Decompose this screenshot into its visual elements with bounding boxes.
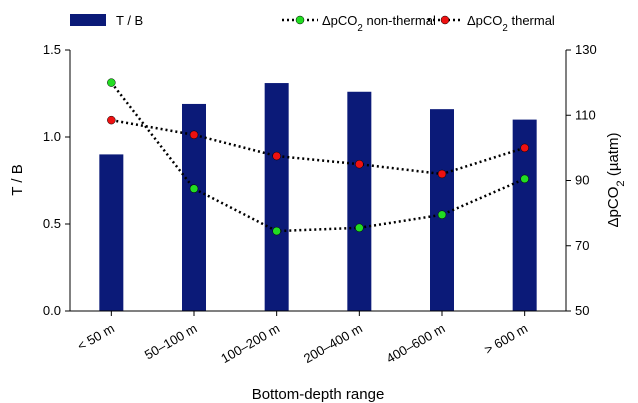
point-s2-3 — [355, 159, 364, 169]
point-s1-4 — [437, 210, 447, 220]
left-tick-label-1: 0.5 — [43, 216, 61, 231]
series-line-1 — [110, 81, 526, 233]
point-s1-1 — [189, 184, 199, 193]
point-s2-0 — [107, 115, 116, 125]
legend-swatch-tb — [70, 14, 106, 26]
right-tick-label-2: 90 — [575, 173, 589, 188]
right-tick-label-1: 70 — [575, 238, 589, 253]
legend-marker-thermal — [440, 15, 450, 25]
point-s1-2 — [272, 226, 281, 236]
legend-marker-nonthermal — [295, 15, 305, 25]
x-axis-title: Bottom-depth range — [252, 386, 385, 403]
point-s1-5 — [520, 174, 529, 184]
point-s2-4 — [437, 169, 447, 179]
left-tick-label-0: 0.0 — [43, 303, 61, 318]
legend: T / B ΔpCO2 non-thermal ΔpCO2 thermal — [70, 13, 555, 34]
axes-layer — [69, 50, 567, 312]
point-s1-3 — [355, 223, 364, 233]
legend-label-thermal: ΔpCO2 thermal — [467, 13, 555, 34]
series-line-2 — [111, 118, 526, 176]
legend-label-nonthermal: ΔpCO2 non-thermal — [322, 13, 436, 34]
right-tick-label-4: 130 — [575, 42, 597, 57]
x-tick-label-0: < 50 m — [75, 321, 117, 354]
point-s1-0 — [107, 78, 116, 87]
x-tick-label-1: 50–100 m — [142, 321, 200, 363]
left-tick-label-2: 1.0 — [43, 129, 61, 144]
x-tick-label-5: > 600 m — [482, 321, 531, 358]
lines-layer — [107, 78, 529, 236]
legend-label-tb: T / B — [116, 13, 143, 28]
x-tick-label-2: 100–200 m — [218, 321, 282, 367]
bar-4 — [430, 109, 454, 311]
right-tick-label-0: 50 — [575, 303, 589, 318]
point-s2-1 — [189, 130, 199, 140]
point-s2-5 — [520, 143, 529, 153]
point-s2-2 — [272, 151, 281, 161]
bar-0 — [99, 154, 124, 311]
bar-2 — [264, 83, 289, 311]
left-axis-title: T / B — [9, 164, 26, 195]
bar-3 — [347, 91, 372, 311]
right-axis-title: ΔpCO2 (µatm) — [605, 133, 627, 228]
bars-layer — [99, 83, 537, 311]
left-tick-label-3: 1.5 — [43, 42, 61, 57]
right-tick-label-3: 110 — [575, 107, 596, 122]
x-tick-label-3: 200–400 m — [301, 321, 365, 367]
x-tick-label-4: 400–600 m — [384, 321, 448, 367]
